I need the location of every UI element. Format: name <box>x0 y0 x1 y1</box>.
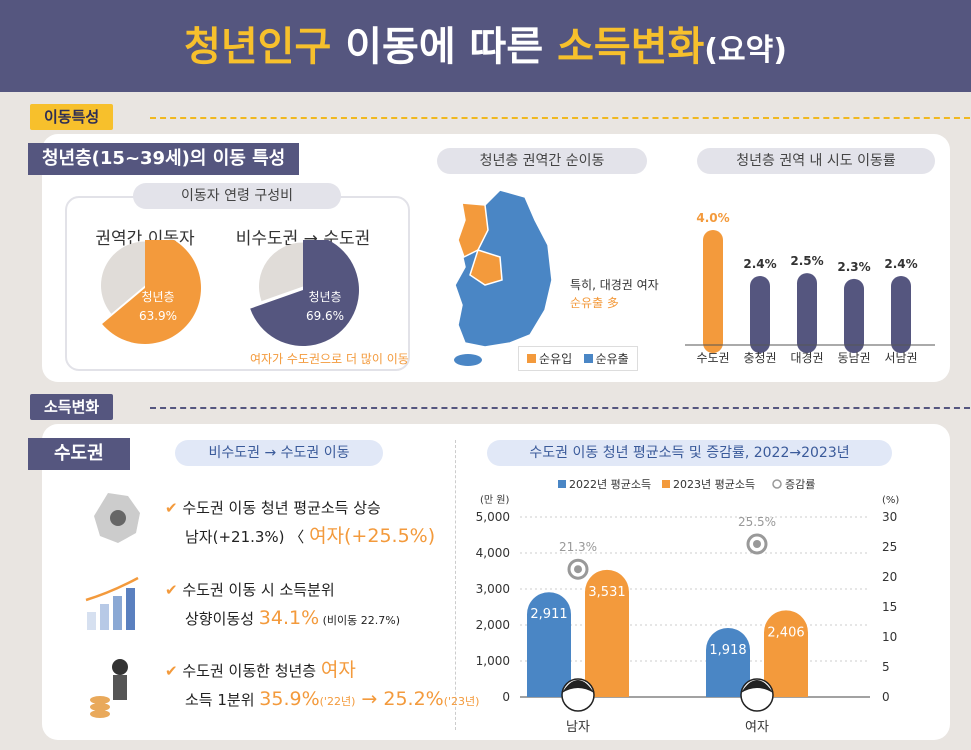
divider <box>455 440 456 730</box>
rate-category-label: 대경권 <box>790 351 823 365</box>
divider <box>150 117 970 119</box>
rate-category-label: 동남권 <box>837 351 870 365</box>
income-bar-chart: 2022년 평균소득 2023년 평균소득 증감률 (만 원) (%) 0 1,000 2,0… <box>476 478 900 735</box>
map-region-inflow-chungcheong <box>469 249 503 286</box>
pie2-note: 여자가 수도권으로 더 많이 이동 <box>250 352 409 366</box>
pie1-label: 청년층 63.9% <box>138 290 178 323</box>
y2-tick-label: 30 <box>882 510 897 524</box>
legend-label: 증감률 <box>785 478 815 491</box>
income-value-label: 2,406 <box>767 625 804 640</box>
check-icon: ✔ <box>165 499 178 517</box>
rate-marker-label: 25.5% <box>738 515 776 529</box>
x-category-label: 여자 <box>745 720 769 735</box>
rate-bar <box>797 273 817 353</box>
y-tick-label: 4,000 <box>476 546 510 560</box>
rate-title: 청년층 권역 내 시도 이동률 <box>697 148 935 174</box>
legend-swatch <box>662 480 670 488</box>
woman-with-coins-icon <box>90 659 128 718</box>
income-tag: 수도권 <box>28 438 130 470</box>
income-value-label: 1,918 <box>709 643 746 658</box>
rate-bar <box>891 276 911 353</box>
legend-label: 2022년 평균소득 <box>569 478 651 491</box>
rate-marker-dot <box>574 565 582 574</box>
map-title: 청년층 권역간 순이동 <box>437 148 647 174</box>
rate-bar-chart: 4.0% 수도권 2.4% 충청권 2.5% 대경권 2.3% 동남권 2.4% 서남권 <box>685 211 935 365</box>
map-note: 특히, 대경권 여자 순유출 多 <box>570 278 659 310</box>
income-bar <box>527 592 571 697</box>
hair-icon <box>562 680 594 693</box>
y-tick-label: 0 <box>502 690 510 704</box>
map-region-inflow-capital <box>457 202 489 259</box>
rate-marker-dot <box>753 540 761 548</box>
y-tick-label: 2,000 <box>476 618 510 632</box>
y2-axis-label: (%) <box>882 495 899 506</box>
rate-value-label: 4.0% <box>696 211 729 225</box>
movement-tag: 청년층(15~39세)의 이동 특성 <box>28 143 300 175</box>
y2-tick-label: 10 <box>882 630 897 644</box>
section-label-movement: 이동특성 <box>30 104 114 130</box>
income-item-2: ✔ 수도권 이동 시 소득분위 상향이동성 34.1% (비이동 22.7%) <box>165 581 401 629</box>
x-category-label: 남자 <box>566 720 590 735</box>
rate-bar <box>844 278 864 353</box>
rate-marker-label: 21.3% <box>559 540 597 554</box>
pie-slice-other <box>101 241 145 314</box>
y2-tick-label: 15 <box>882 600 897 614</box>
hair-icon <box>741 680 773 693</box>
map-legend: 순유입 순유출 <box>518 346 638 371</box>
rate-bar <box>703 230 723 353</box>
pie-slice-youth <box>250 240 359 346</box>
rising-bars-icon <box>85 576 139 630</box>
pie2-label: 청년층 69.6% <box>305 290 345 323</box>
y2-tick-label: 0 <box>882 690 890 704</box>
y2-tick-label: 25 <box>882 540 897 554</box>
check-icon: ✔ <box>165 662 178 680</box>
pie2-title: 비수도권 → 수도권 <box>235 229 371 249</box>
income-subtitle: 비수도권 → 수도권 이동 <box>175 440 383 466</box>
rate-value-label: 2.3% <box>837 260 870 274</box>
y-tick-label: 5,000 <box>476 510 510 524</box>
legend-label: 2023년 평균소득 <box>673 478 755 491</box>
rate-value-label: 2.4% <box>743 257 776 271</box>
map-region-jeju <box>454 354 482 366</box>
income-value-label: 2,911 <box>530 607 567 622</box>
rate-category-label: 충청권 <box>743 351 776 365</box>
income-bar <box>585 569 629 697</box>
income-value-label: 3,531 <box>588 585 625 600</box>
age-box-title: 이동자 연령 구성비 <box>133 183 341 209</box>
rate-bar <box>750 276 770 353</box>
income-item-1: ✔ 수도권 이동 청년 평균소득 상승 남자(+21.3%) 〈 여자(+25.… <box>165 499 436 547</box>
legend-swatch <box>558 480 566 488</box>
pie-charts <box>101 240 359 346</box>
rate-category-label: 수도권 <box>696 351 729 365</box>
pie-slice-youth <box>102 240 201 344</box>
income-chart-title: 수도권 이동 청년 평균소득 및 증감률, 2022→2023년 <box>487 440 892 466</box>
y-tick-label: 1,000 <box>476 654 510 668</box>
income-item-3: ✔ 수도권 이동한 청년층 여자 소득 1분위 35.9%('22년) → 25… <box>165 659 480 710</box>
y2-tick-label: 20 <box>882 570 897 584</box>
legend-marker-icon <box>772 479 782 489</box>
rate-category-label: 서남권 <box>884 351 917 365</box>
y-tick-label: 3,000 <box>476 582 510 596</box>
pie-slice-other <box>259 242 303 302</box>
korea-map <box>454 189 553 366</box>
capital-map-icon <box>94 493 140 543</box>
section-label-income: 소득변화 <box>30 394 114 420</box>
divider <box>150 407 970 409</box>
check-icon: ✔ <box>165 581 178 599</box>
rate-value-label: 2.5% <box>790 254 823 268</box>
rate-value-label: 2.4% <box>884 257 917 271</box>
header-band <box>0 0 971 92</box>
y2-tick-label: 5 <box>882 660 890 674</box>
y-axis-label: (만 원) <box>480 494 509 506</box>
page-title: 청년인구 이동에 따른 소득변화(요약) <box>184 24 787 70</box>
